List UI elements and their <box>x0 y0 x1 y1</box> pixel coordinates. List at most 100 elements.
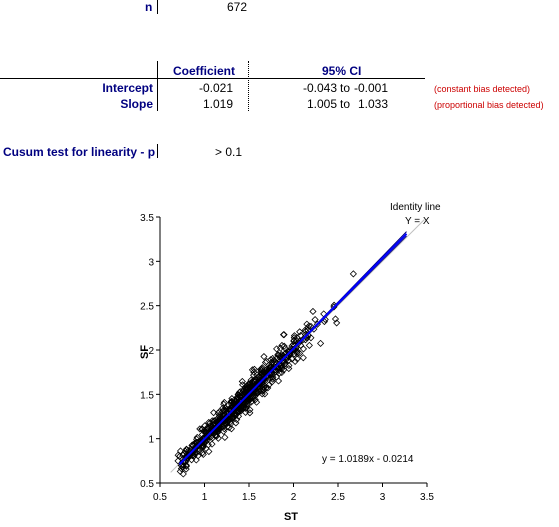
data-point <box>280 342 288 350</box>
y-tick-label: 3.5 <box>140 213 154 224</box>
data-point <box>311 316 319 324</box>
data-point <box>253 398 261 406</box>
data-point <box>265 381 273 389</box>
data-point <box>227 425 236 433</box>
y-tick-label: 0.5 <box>140 479 154 490</box>
data-point <box>233 394 241 402</box>
intercept-note: (constant bias detected) <box>434 84 531 94</box>
intercept-label: Intercept <box>102 81 153 95</box>
data-point <box>349 270 357 278</box>
data-point <box>293 355 301 363</box>
data-point <box>249 393 257 401</box>
data-point <box>278 361 286 369</box>
data-point <box>278 341 286 350</box>
x-tick-label: 2 <box>291 492 297 503</box>
y-tick-label: 2.5 <box>140 302 154 313</box>
slope-ci-to: to <box>340 97 351 111</box>
table-rule <box>0 78 425 79</box>
data-point <box>229 414 237 422</box>
equation-label: y = 1.0189x - 0.0214 <box>322 454 414 465</box>
data-point <box>309 307 317 316</box>
y-tick-label: 1 <box>148 435 154 446</box>
data-point <box>179 458 187 466</box>
data-points <box>174 270 357 478</box>
data-point <box>246 409 254 417</box>
data-point <box>242 408 250 416</box>
x-tick-label: 2.5 <box>331 492 345 503</box>
data-point <box>174 451 182 459</box>
data-point <box>250 371 258 379</box>
data-point <box>299 336 307 344</box>
x-axis-label: ST <box>284 511 298 523</box>
y-tick-label: 2 <box>148 346 154 357</box>
data-point <box>220 400 228 408</box>
data-point <box>215 413 223 421</box>
data-point <box>182 465 190 473</box>
data-point <box>198 431 206 439</box>
x-tick-label: 0.5 <box>153 492 167 503</box>
identity-line-label: Identity line <box>390 202 441 213</box>
data-point <box>303 320 311 328</box>
slope-ci-low: 1.005 <box>306 97 337 111</box>
data-point <box>331 315 340 323</box>
data-point <box>220 398 228 407</box>
data-point <box>236 406 244 414</box>
identity-equation-label: Y = X <box>405 216 430 227</box>
y-tick-label: 3 <box>148 257 154 268</box>
data-point <box>301 326 309 334</box>
data-point <box>310 325 318 333</box>
data-point <box>293 333 301 342</box>
data-point <box>261 358 270 367</box>
data-point <box>317 339 325 347</box>
x-tick-label: 1.5 <box>242 492 256 503</box>
regression-line <box>178 233 408 465</box>
data-point <box>293 348 301 356</box>
data-point <box>257 365 265 373</box>
data-point <box>225 423 233 432</box>
data-point <box>208 440 216 448</box>
data-point <box>269 375 277 383</box>
intercept-coef: -0.021 <box>198 81 233 95</box>
data-point <box>203 426 211 434</box>
data-point <box>307 334 315 342</box>
data-point <box>214 427 222 435</box>
intercept-ci-to: to <box>340 81 351 95</box>
data-point <box>296 349 304 357</box>
data-point <box>279 331 288 339</box>
data-point <box>226 413 234 422</box>
data-point <box>183 446 191 454</box>
y-axis-label: SF <box>139 345 151 359</box>
data-point <box>290 332 299 340</box>
data-point <box>296 328 304 336</box>
data-point <box>299 354 307 362</box>
data-point <box>210 409 218 417</box>
data-point <box>273 345 281 353</box>
intercept-ci-high: -0.001 <box>353 81 388 95</box>
cusum-divider <box>157 144 158 158</box>
n-divider <box>157 0 158 14</box>
data-point <box>209 434 217 442</box>
data-point <box>193 433 201 442</box>
x-tick-label: 3 <box>380 492 386 503</box>
slope-note: (proportional bias detected) <box>434 100 544 110</box>
data-point <box>208 417 216 425</box>
data-point <box>196 425 204 433</box>
y-tick-label: 1.5 <box>140 390 154 401</box>
data-point <box>292 337 301 345</box>
data-point <box>274 377 283 385</box>
data-point <box>242 386 250 394</box>
data-point <box>260 383 268 391</box>
data-point <box>181 447 190 455</box>
cusum-value: > 0.1 <box>215 145 243 159</box>
slope-ci-high: 1.033 <box>357 97 388 111</box>
data-point <box>260 375 268 383</box>
data-point <box>204 441 212 449</box>
data-point <box>285 361 293 370</box>
data-point <box>305 322 313 330</box>
data-point <box>244 380 253 388</box>
data-point <box>269 358 277 366</box>
data-point <box>333 319 341 327</box>
axes: 0.5 1 1.5 2 2.5 3 3.5 0.5 1 1.5 2 2.5 3 3.5 <box>140 213 434 503</box>
data-point <box>285 364 293 373</box>
